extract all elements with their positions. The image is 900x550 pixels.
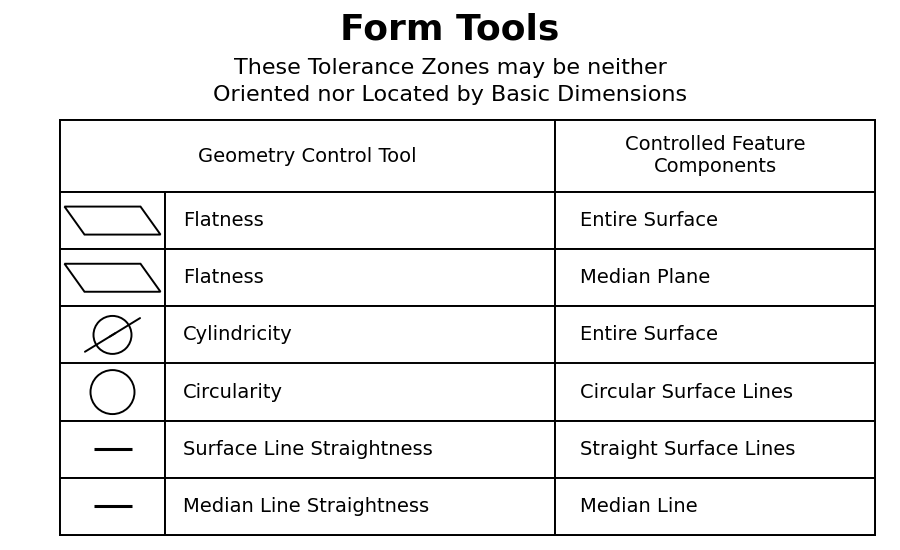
Bar: [555, 478, 875, 535]
Text: These Tolerance Zones may be neither: These Tolerance Zones may be neither: [234, 58, 666, 78]
Text: Surface Line Straightness: Surface Line Straightness: [183, 440, 433, 459]
Bar: [165, 421, 555, 478]
Bar: [555, 192, 875, 249]
Bar: [165, 364, 555, 421]
Text: Controlled Feature
Components: Controlled Feature Components: [625, 135, 806, 177]
Bar: [60, 306, 165, 364]
Bar: [165, 249, 555, 306]
Text: Median Plane: Median Plane: [580, 268, 710, 287]
Text: Geometry Control Tool: Geometry Control Tool: [198, 146, 417, 166]
Bar: [60, 120, 875, 535]
Ellipse shape: [94, 316, 131, 354]
Bar: [60, 364, 165, 421]
Text: Circularity: Circularity: [183, 383, 283, 402]
Bar: [555, 306, 875, 364]
Bar: [555, 421, 875, 478]
Text: Form Tools: Form Tools: [340, 13, 560, 47]
Text: Entire Surface: Entire Surface: [580, 211, 718, 230]
Bar: [60, 478, 165, 535]
Text: Cylindricity: Cylindricity: [183, 326, 292, 344]
Polygon shape: [65, 207, 160, 235]
Ellipse shape: [91, 370, 134, 414]
Bar: [165, 478, 555, 535]
Text: Circular Surface Lines: Circular Surface Lines: [580, 383, 793, 402]
Bar: [165, 306, 555, 364]
Text: Entire Surface: Entire Surface: [580, 326, 718, 344]
Text: Flatness: Flatness: [183, 211, 264, 230]
Bar: [60, 192, 165, 249]
Bar: [555, 249, 875, 306]
Bar: [555, 364, 875, 421]
Bar: [60, 249, 165, 306]
Bar: [60, 120, 555, 192]
Text: Oriented nor Located by Basic Dimensions: Oriented nor Located by Basic Dimensions: [213, 85, 687, 105]
Bar: [165, 192, 555, 249]
Bar: [60, 421, 165, 478]
Bar: [555, 120, 875, 192]
Text: Median Line: Median Line: [580, 497, 698, 516]
Text: Straight Surface Lines: Straight Surface Lines: [580, 440, 796, 459]
Polygon shape: [65, 264, 160, 292]
Text: Flatness: Flatness: [183, 268, 264, 287]
Text: Median Line Straightness: Median Line Straightness: [183, 497, 429, 516]
